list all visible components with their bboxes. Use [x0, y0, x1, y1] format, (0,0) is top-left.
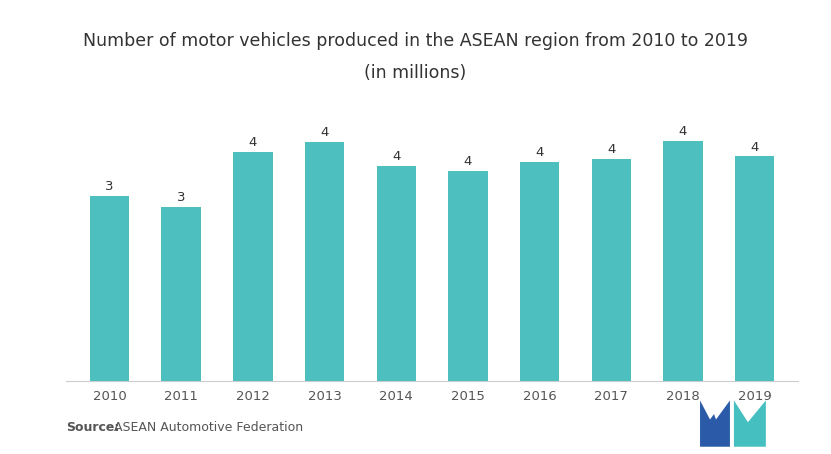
Text: 4: 4: [392, 150, 401, 163]
Bar: [161, 207, 201, 381]
Bar: [735, 157, 774, 381]
Text: 4: 4: [535, 146, 543, 159]
Polygon shape: [700, 400, 730, 447]
Text: 4: 4: [248, 136, 257, 149]
Bar: [448, 171, 488, 381]
Text: 4: 4: [607, 143, 616, 156]
Text: Source:: Source:: [66, 420, 120, 434]
Text: 4: 4: [321, 126, 329, 139]
Bar: [90, 196, 129, 381]
Text: ASEAN Automotive Federation: ASEAN Automotive Federation: [110, 420, 302, 434]
Text: 4: 4: [750, 141, 759, 153]
Text: 4: 4: [679, 125, 687, 138]
Bar: [305, 142, 344, 381]
Text: 4: 4: [464, 155, 472, 168]
Bar: [376, 166, 416, 381]
Text: 3: 3: [106, 180, 114, 193]
Text: 3: 3: [177, 191, 185, 204]
Bar: [234, 153, 273, 381]
Polygon shape: [734, 400, 766, 447]
Text: Number of motor vehicles produced in the ASEAN region from 2010 to 2019: Number of motor vehicles produced in the…: [83, 32, 748, 50]
Bar: [592, 159, 631, 381]
Text: (in millions): (in millions): [364, 64, 467, 82]
Bar: [520, 162, 559, 381]
Bar: [663, 141, 703, 381]
